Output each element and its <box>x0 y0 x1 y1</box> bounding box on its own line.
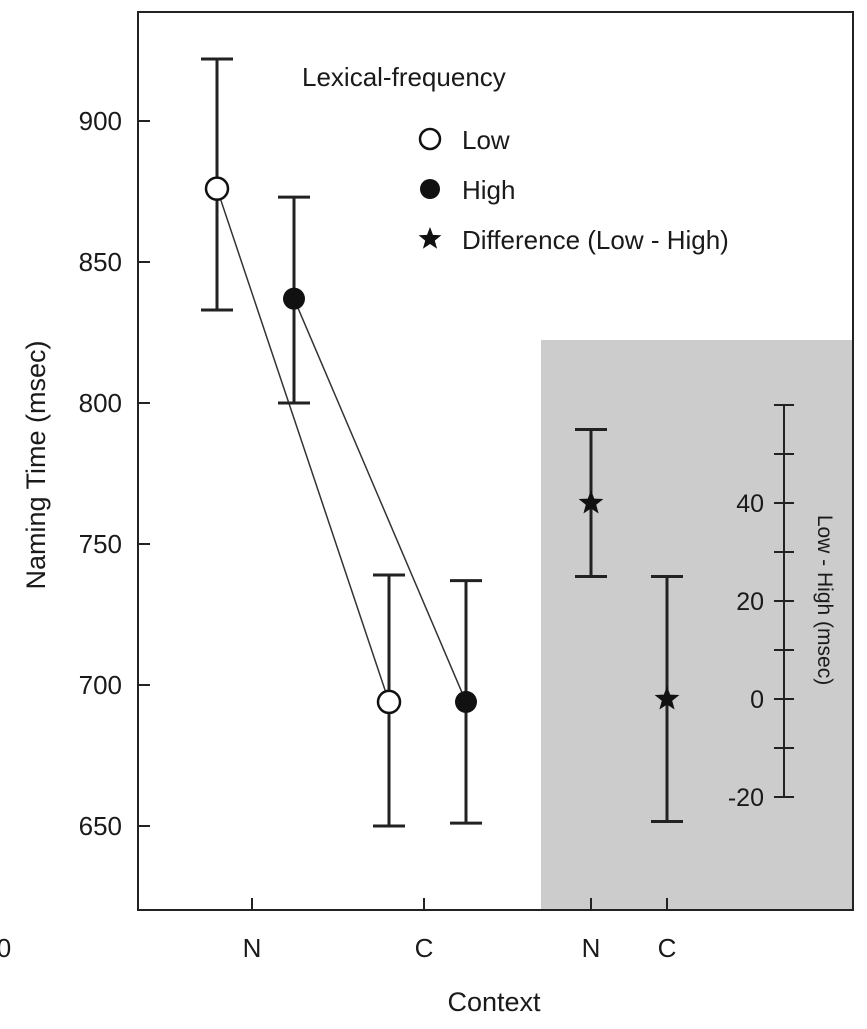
left-y-tick-label: 800 <box>79 388 122 418</box>
left-y-tick-label: 650 <box>79 811 122 841</box>
legend-label: Difference (Low - High) <box>462 225 729 255</box>
left-y-tick-label: 750 <box>79 529 122 559</box>
legend-marker-open-circle <box>418 127 442 151</box>
data-point-filled-circle <box>283 287 305 310</box>
legend-marker-filled-circle <box>420 179 440 199</box>
data-point-open-circle <box>376 689 402 715</box>
right-y-axis: -20 0 20 40 <box>728 404 794 812</box>
data-point-star <box>654 686 680 710</box>
difference-panel-background <box>541 340 853 910</box>
right-y-tick-label: -20 <box>728 784 764 812</box>
x-axis-label: Context <box>447 987 541 1017</box>
left-y-tick-label: 900 <box>79 106 122 136</box>
right-y-tick-label: 20 <box>736 588 764 616</box>
left-y-tick-label: 700 <box>79 670 122 700</box>
data-point-open-circle <box>204 176 230 201</box>
x-tick-label: N <box>582 933 601 963</box>
legend-label: High <box>462 175 515 205</box>
right-y-axis-label: Low - High (msec) <box>813 515 836 685</box>
data-point-star <box>578 490 604 514</box>
series-line-low <box>216 188 390 703</box>
legend-title: Lexical-frequency <box>302 62 506 92</box>
left-y-tick-label: 850 <box>79 247 122 277</box>
x-tick-label: C <box>658 933 677 963</box>
data-point-filled-circle <box>455 690 477 713</box>
data-markers <box>204 176 680 715</box>
right-y-tick-label: 40 <box>736 490 764 518</box>
legend-label: Low <box>462 125 510 155</box>
x-tick-label: C <box>415 933 434 963</box>
connector-lines <box>216 188 467 703</box>
x-tick-label: N <box>243 933 262 963</box>
legend: Lexical-frequency Low High Difference (Low … <box>302 62 729 255</box>
left-y-axis: 650 700 750 800 850 900 <box>79 106 150 841</box>
legend-marker-star <box>418 227 442 249</box>
plot-frame <box>137 11 854 911</box>
y-axis-label: Naming Time (msec) <box>21 340 51 589</box>
series-line-high <box>293 298 467 703</box>
corner-zero-label: 0 <box>0 933 11 963</box>
right-y-tick-label: 0 <box>750 686 764 714</box>
